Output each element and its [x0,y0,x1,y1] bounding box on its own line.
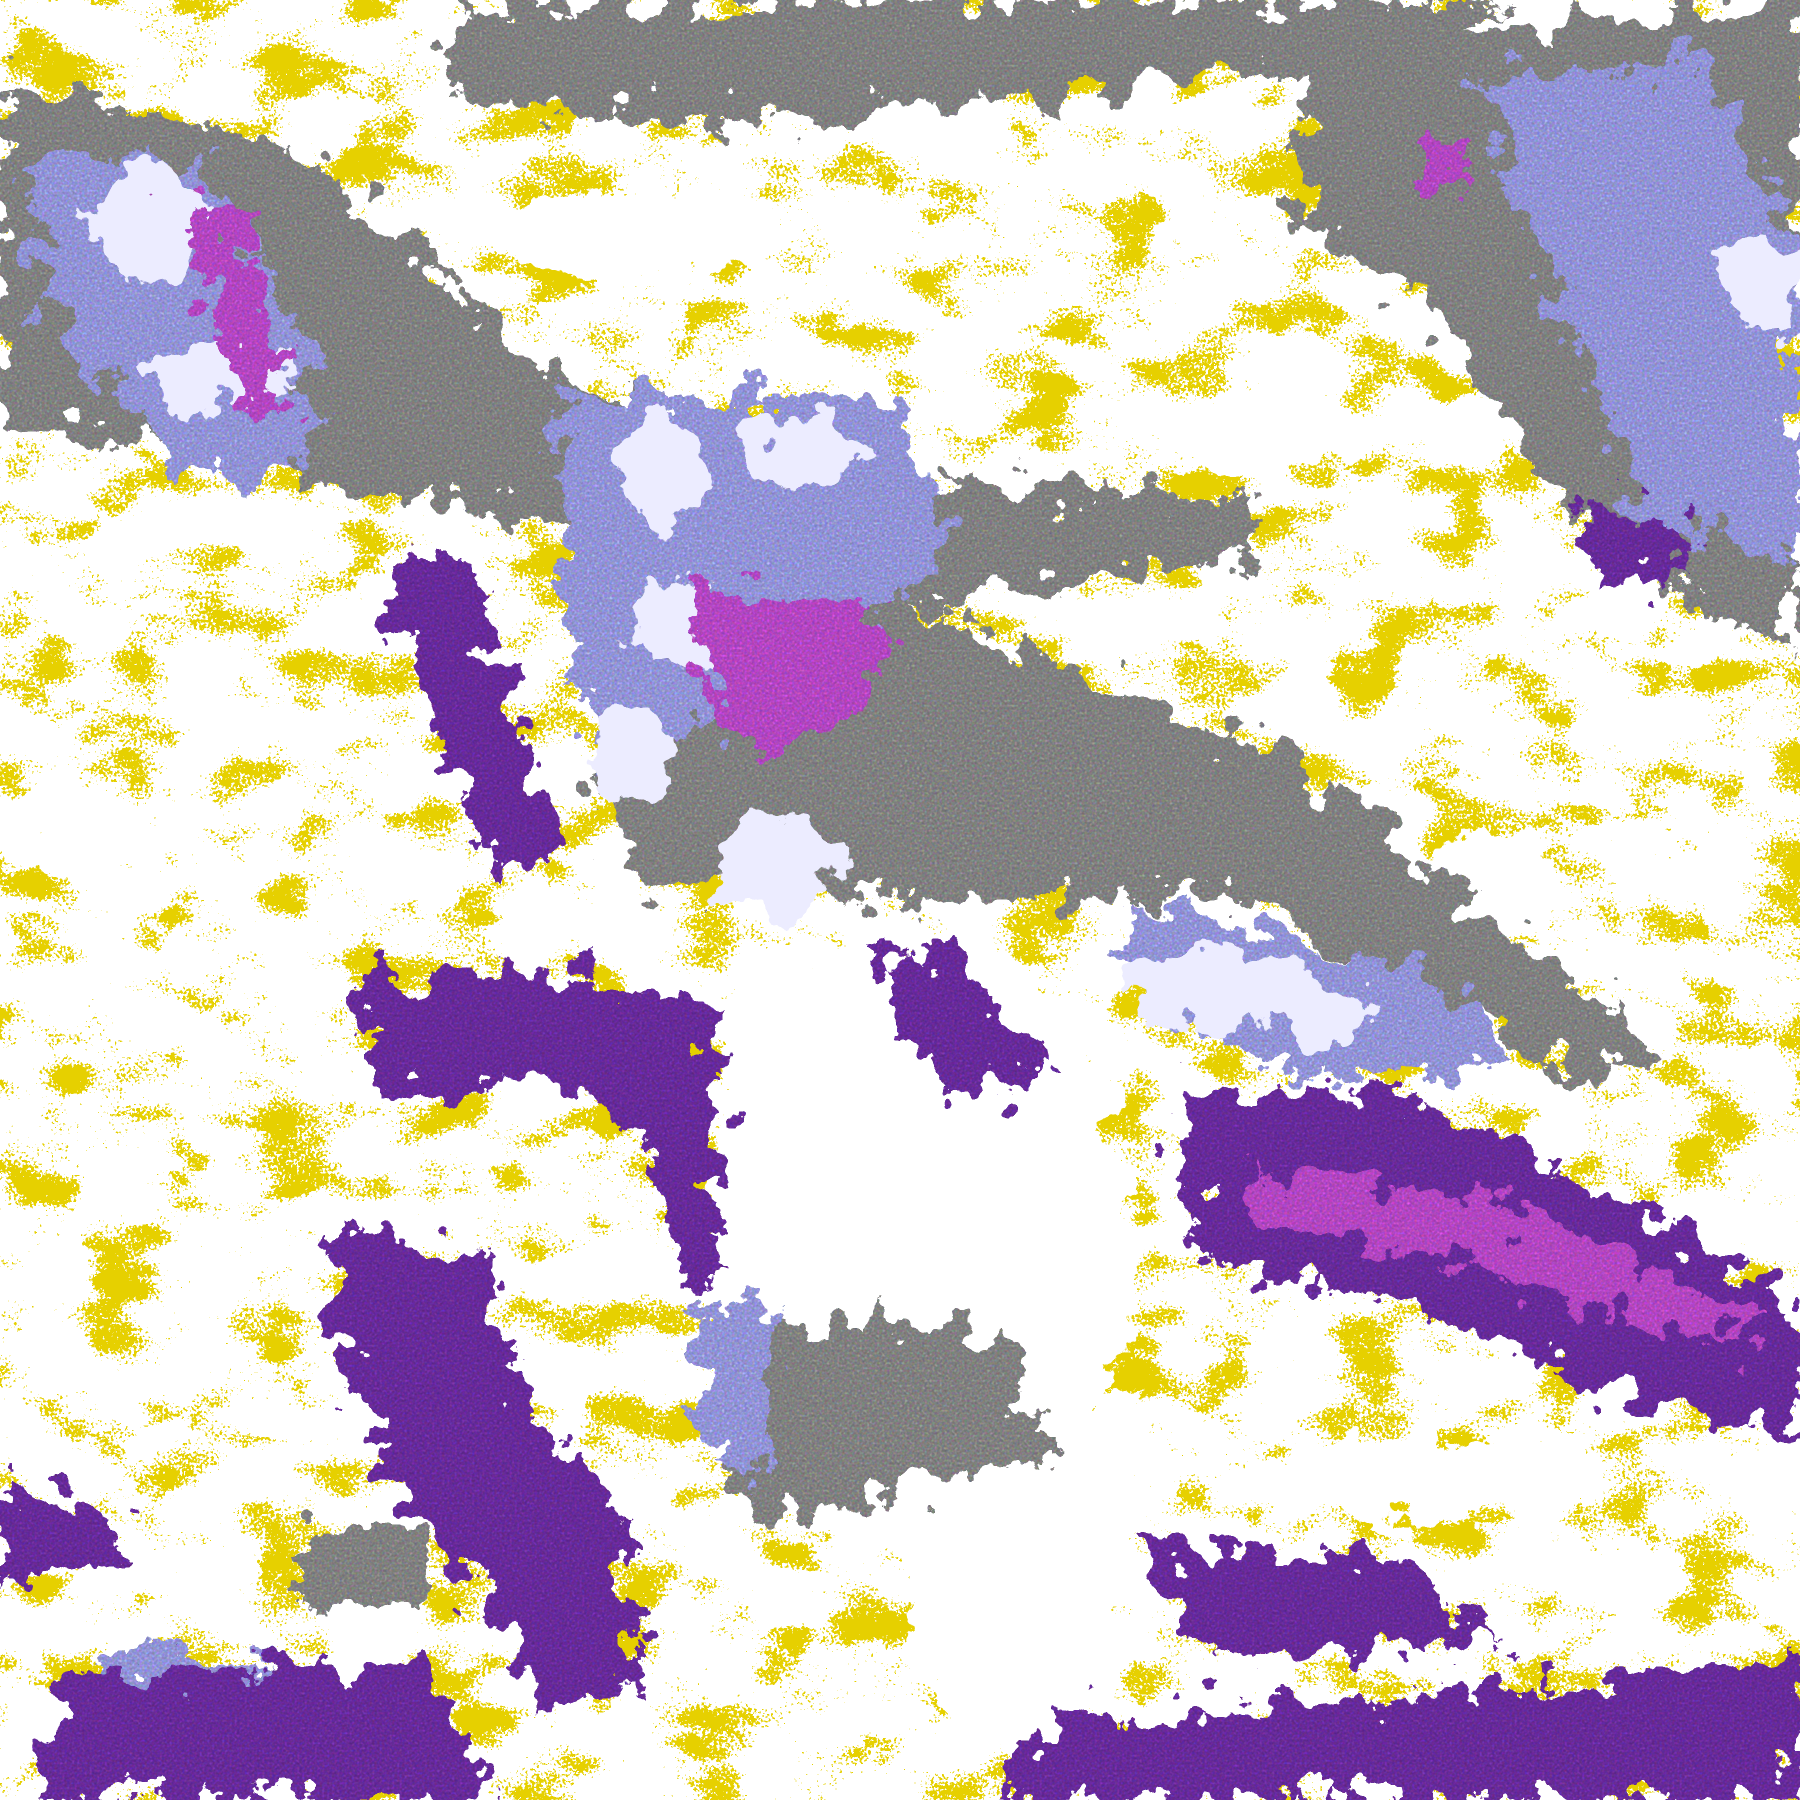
clear-regions [20,190,1560,1760]
overshoot-regions [180,140,1760,1350]
